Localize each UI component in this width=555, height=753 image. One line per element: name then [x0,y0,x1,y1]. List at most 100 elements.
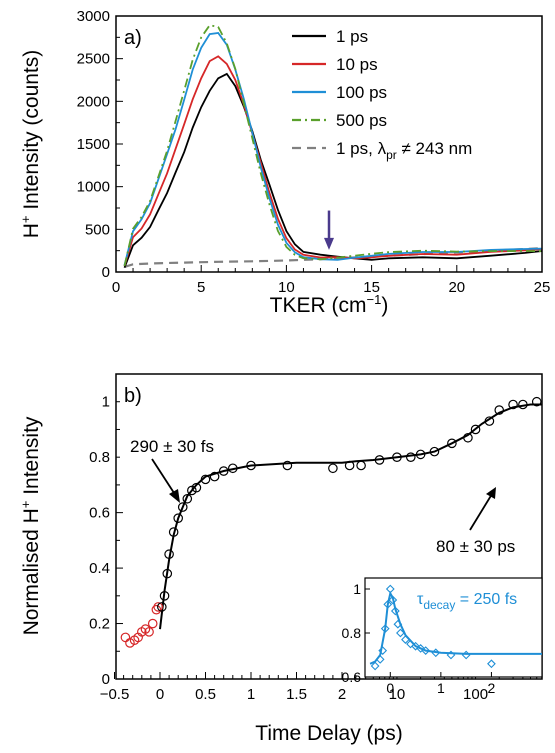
inset-annotation: τdecay = 250 fs [417,591,517,612]
inset-data-point [461,650,471,660]
panel-b-frame [115,373,543,680]
inset-data-point [388,595,398,605]
data-point [246,460,256,471]
y-tick-label: 1 [102,394,110,411]
inset-data-point [375,655,385,664]
panel-a-arrow [324,210,334,250]
data-point [157,602,167,612]
legend-label-1ps-off-resonance: 1 ps, λpr ≠ 243 nm [336,139,472,162]
x-tick-label: 1.5 [286,686,307,703]
data-point [173,513,183,523]
x-tick-label: −0.5 [100,686,130,703]
panel-a-y-axis-title: H+ Intensity (counts) [18,50,43,239]
data-point [159,591,170,601]
y-tick-label: 0 [102,671,110,688]
y-tick-label: 0.4 [89,560,110,577]
data-point [392,452,402,462]
series-line-100 ps [123,32,543,266]
data-point [374,455,385,465]
y-tick-label: 500 [85,221,110,238]
panel-b-label: b) [124,385,142,407]
y-tick-label: 3000 [77,8,110,25]
inset-data-point [390,606,400,616]
panel-a-plot-marks [123,24,543,269]
data-point [531,396,542,407]
inset-data-point [401,635,410,644]
inset-data-point [446,650,456,660]
panel-a-label: a) [124,27,142,49]
annotation-80ps-arrowhead [486,487,496,499]
x-tick-label: 25 [534,279,551,296]
panel-b-y-ticks: 0 0.2 0.4 0.6 0.8 1 [89,394,123,688]
y-tick-label: 0.8 [89,449,110,466]
legend-label-500ps: 500 ps [336,111,387,130]
x-tick-label: 10 [389,686,406,703]
panel-a-y-ticks: 0 500 1000 1500 2000 2500 3000 [77,8,123,281]
legend-label-10ps: 10 ps [336,55,378,74]
x-tick-label: 0 [156,686,164,703]
series-line-1 ps, λpr ≠ 243 nm [124,247,543,268]
data-point [182,493,193,504]
data-point [120,632,131,643]
y-tick-label: 1500 [77,136,110,153]
data-point [415,449,426,460]
x-tick-label: 2 [338,686,346,703]
inset-data-point [380,624,390,633]
y-tick-label: 2500 [77,51,110,68]
x-tick-label: 0.5 [195,686,216,703]
x-tick-label: 0 [112,279,120,296]
data-point [218,466,229,476]
data-point [508,399,518,410]
data-point [494,405,505,415]
data-point [470,424,481,435]
x-tick-label: 20 [448,279,465,296]
x-tick-label: 10 [278,279,295,296]
data-point [282,460,293,471]
series-line-500 ps [123,24,543,267]
legend-label-1ps: 1 ps [336,27,368,46]
annotation-290fs-arrow [151,458,177,497]
inset-y-tick-label: 0.8 [342,625,362,641]
inset-data-point [406,639,415,649]
data-point [518,399,528,410]
panel-a-x-ticks: 0 5 10 15 20 25 [112,265,551,296]
panel-a-x-axis-title: TKER (cm−1) [270,292,389,317]
data-point [168,527,179,537]
annotation-290fs-arrowhead [169,489,180,503]
data-point [344,460,355,471]
annotation-290fs: 290 ± 30 fs [130,437,214,456]
data-point [177,502,188,512]
inset-data-point [396,628,405,638]
data-point [328,463,338,474]
x-tick-label: 15 [363,279,380,296]
y-tick-label: 0.6 [89,505,110,522]
data-point [228,463,238,474]
data-point [153,602,163,612]
inset-x-tick-label: 2 [488,680,496,696]
x-tick-label: 1 [247,686,255,703]
data-point [164,549,174,560]
data-point [405,452,416,462]
data-point [209,471,220,482]
inset-data-point [378,646,388,655]
inset-data-point [385,584,395,594]
inset-plot-marks [369,584,542,671]
inset-y-tick-label: 0.6 [342,669,362,685]
inset-data-point [431,648,441,658]
data-point [162,568,173,579]
panel-b-y-axis-title: Normalised H+ Intensity [18,416,43,635]
inset-data-point [393,619,403,629]
panel-b: −0.5 0 0.5 1 1.5 2 10 100 00.20.40.60.81 b) Tim… [18,373,543,745]
y-tick-label: 2000 [77,93,110,110]
x-tick-label: 5 [197,279,205,296]
y-tick-label: 1000 [77,179,110,196]
data-point [447,438,457,449]
inset-data-point [416,644,426,653]
inset-x-tick-label: 0 [386,680,394,696]
data-point [147,618,158,629]
panel-a-legend: 1 ps 10 ps 100 ps 500 ps 1 ps, λpr ≠ 243… [292,27,472,162]
panel-b-inset: 0 1 2 0.6 0.8 1 τdecay = 250 fs [342,577,543,696]
panel-b-plot-marks [120,396,542,648]
inset-ticks: 0 1 2 0.6 0.8 1 [342,581,496,696]
